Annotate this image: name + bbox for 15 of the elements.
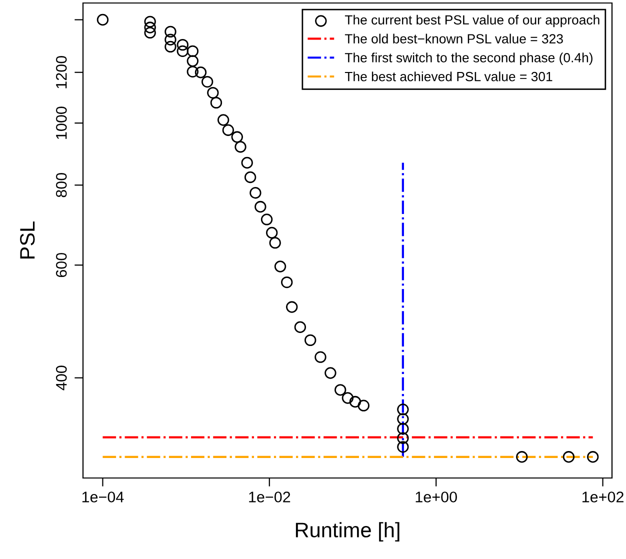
x-tick-label: 1e+02: [582, 492, 624, 502]
x-tick-label: 1e−02: [249, 492, 290, 502]
x-tick-label: 1e+00: [416, 492, 457, 502]
legend-label: The first switch to the second phase (0.4h): [344, 52, 592, 65]
x-tick-label: 1e−04: [82, 492, 124, 502]
y-tick-label: 600: [56, 252, 67, 278]
y-tick-label: 800: [56, 172, 67, 198]
legend-label: The current best PSL value of our approach: [344, 14, 600, 28]
y-tick-label: 1000: [56, 106, 67, 139]
y-axis-title: PSL: [20, 222, 35, 258]
legend-label: The best achieved PSL value = 301: [344, 72, 552, 82]
y-tick-label: 400: [56, 366, 67, 390]
x-axis-title: Runtime [h]: [296, 522, 400, 542]
legend-label: The old best−known PSL value = 323: [344, 34, 563, 44]
y-tick-label: 1200: [56, 56, 67, 88]
